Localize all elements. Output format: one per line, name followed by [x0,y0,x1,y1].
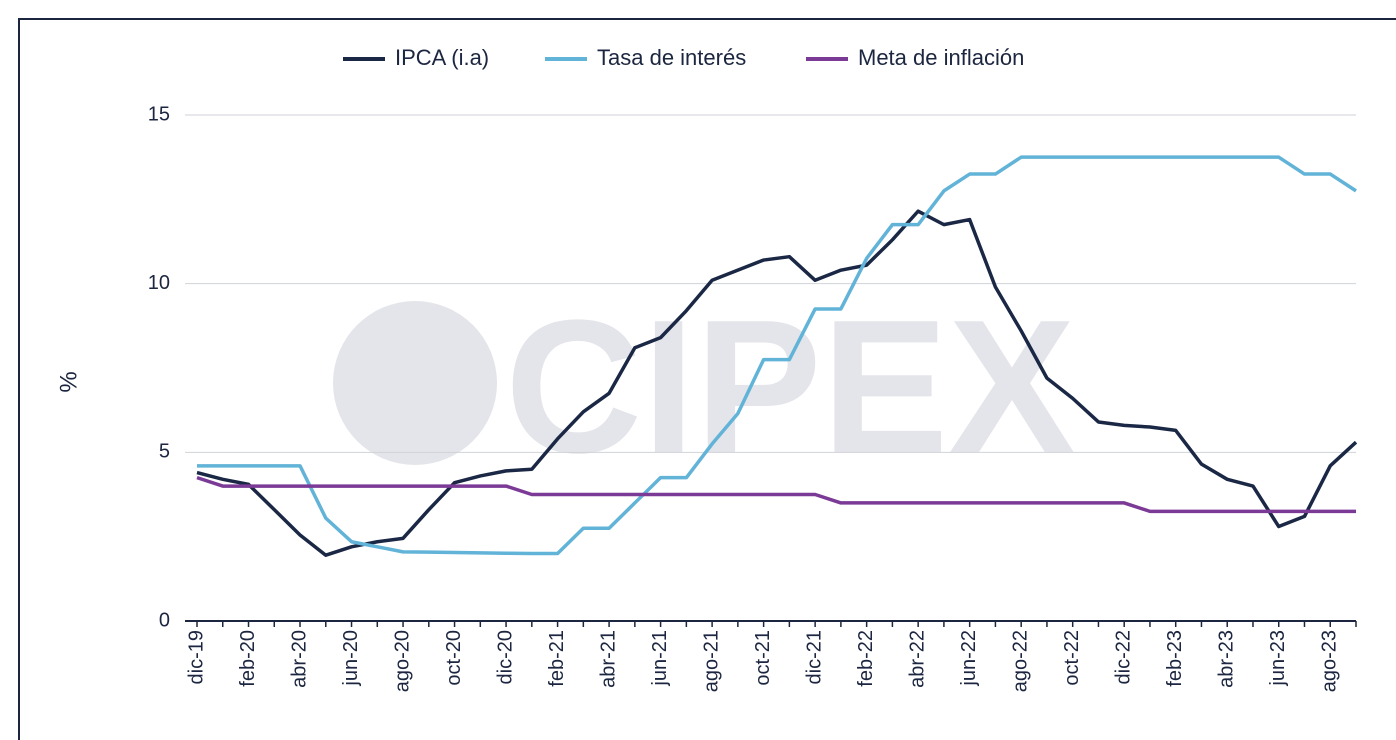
watermark-globe [333,301,497,465]
x-tick-label: jun-20 [340,630,362,687]
x-tick-label: feb-21 [546,630,568,687]
x-tick-label: jun-23 [1267,630,1289,687]
x-tick-label: abr-20 [288,630,310,688]
x-tick-label: dic-20 [494,630,516,684]
x-tick-label: ago-21 [700,630,722,692]
x-tick-label: jun-21 [649,630,671,687]
x-tick-label: oct-22 [1061,630,1083,686]
x-tick-label: dic-21 [803,630,825,684]
x-tick-label: abr-21 [597,630,619,688]
y-tick-label: 10 [148,272,170,294]
y-tick-label: 0 [159,609,170,631]
x-tick-label: oct-21 [752,630,774,686]
legend-label: Meta de inflación [858,45,1024,70]
x-tick-label: feb-23 [1164,630,1186,687]
series-line [197,155,1357,556]
x-tick-label: ago-20 [391,630,413,692]
series-line [196,209,1358,557]
y-tick-label: 15 [148,103,170,125]
x-tick-label: jun-22 [958,630,980,687]
series-line [196,475,1356,514]
x-tick-label: oct-20 [443,630,465,686]
frame [18,18,1396,740]
x-tick-label: feb-22 [855,630,877,687]
y-axis-label: % [55,371,82,392]
legend-label: Tasa de interés [597,45,746,70]
x-tick-label: abr-22 [906,630,928,688]
y-tick-label: 5 [159,441,170,463]
x-tick-label: abr-23 [1216,630,1238,688]
x-tick-label: ago-22 [1009,630,1031,692]
watermark: CIPEX [505,281,1075,493]
x-tick-label: dic-22 [1112,630,1134,684]
x-tick-label: ago-23 [1319,630,1341,692]
legend-label: IPCA (i.a) [395,45,489,70]
x-tick-label: dic-19 [185,630,207,684]
x-tick-label: feb-20 [237,630,259,687]
